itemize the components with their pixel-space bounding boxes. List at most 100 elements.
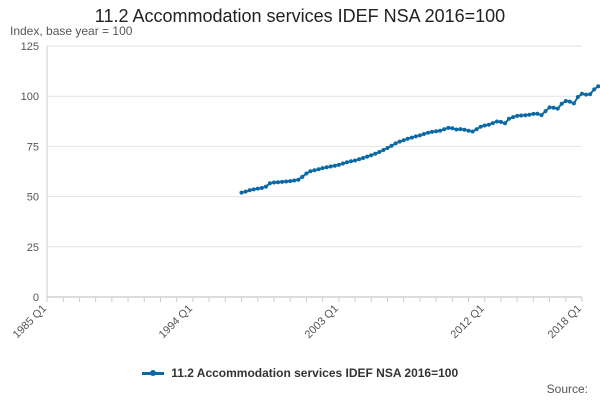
data-point [251, 187, 256, 192]
data-point [519, 113, 524, 118]
data-point [284, 179, 289, 184]
x-tick-label: 2018 Q1 [546, 303, 584, 341]
data-point [563, 99, 568, 103]
data-point [462, 127, 467, 132]
data-point [296, 177, 301, 182]
data-point [466, 128, 471, 133]
y-tick-label: 100 [21, 91, 39, 103]
data-point [515, 113, 520, 118]
data-point [300, 174, 305, 179]
data-point [511, 115, 516, 120]
x-tick-label: 1985 Q1 [11, 303, 49, 341]
data-point [507, 116, 511, 121]
data-point [324, 165, 329, 170]
data-point [543, 109, 548, 114]
data-point [494, 119, 499, 124]
data-point [442, 127, 447, 132]
data-point [397, 139, 402, 144]
y-tick-label: 25 [27, 242, 39, 254]
data-point [575, 95, 580, 99]
data-point [401, 138, 406, 143]
data-point [385, 146, 390, 150]
data-point [239, 190, 244, 195]
legend-series-marker [141, 370, 164, 377]
data-point [357, 157, 362, 162]
y-axis-label: Index, base year = 100 [10, 24, 133, 38]
source-label: Source: [546, 382, 588, 396]
data-point [555, 106, 560, 111]
x-tick-label: 2003 Q1 [303, 303, 341, 341]
data-point [571, 101, 576, 106]
data-point [409, 135, 414, 140]
data-point [426, 130, 430, 135]
data-point [344, 160, 349, 165]
data-point [458, 127, 463, 132]
data-point [588, 92, 593, 97]
data-point [369, 153, 374, 158]
data-point [247, 188, 252, 193]
data-point [381, 148, 386, 152]
data-point [259, 186, 264, 190]
data-point [312, 168, 317, 173]
data-point [405, 136, 410, 141]
data-point [328, 164, 333, 169]
data-point [336, 162, 341, 167]
data-point [288, 179, 293, 184]
data-point [340, 161, 345, 166]
legend[interactable]: 11.2 Accommodation services IDEF NSA 201… [0, 366, 600, 380]
data-point [417, 133, 422, 138]
data-point [559, 101, 564, 106]
data-point [454, 127, 459, 132]
data-point [292, 178, 297, 183]
data-point [450, 126, 455, 131]
data-point [551, 105, 556, 110]
x-tick-label: 1994 Q1 [157, 303, 195, 341]
data-point [349, 159, 353, 164]
data-point [438, 128, 443, 133]
data-point [580, 91, 584, 96]
data-point [272, 180, 276, 185]
chart-title: 11.2 Accommodation services IDEF NSA 201… [94, 6, 506, 26]
data-point [434, 129, 439, 134]
data-point [393, 141, 398, 146]
data-point [421, 132, 426, 136]
y-tick-label: 50 [27, 192, 39, 204]
data-point [430, 129, 434, 134]
x-tick-label: 2012 Q1 [449, 303, 487, 341]
data-point [377, 150, 382, 154]
data-point [482, 123, 487, 128]
data-point [389, 143, 394, 148]
series-line [241, 85, 600, 194]
y-tick-label: 75 [27, 141, 39, 153]
data-point [353, 158, 357, 163]
data-point [527, 112, 532, 117]
data-point [280, 179, 285, 184]
data-point [361, 156, 366, 160]
data-point [316, 167, 321, 172]
data-point [486, 122, 491, 127]
data-point [470, 129, 475, 134]
data-point [255, 186, 260, 191]
data-point [308, 169, 313, 174]
legend-series-label: 11.2 Accommodation services IDEF NSA 201… [171, 366, 459, 380]
data-point [474, 127, 479, 132]
data-point [243, 189, 248, 194]
data-point [365, 154, 370, 159]
data-point [320, 166, 325, 171]
data-point [267, 181, 272, 186]
data-point [498, 119, 503, 124]
data-point [276, 180, 280, 185]
data-point [596, 84, 600, 89]
data-point [523, 113, 528, 118]
data-point [446, 125, 451, 130]
data-point [592, 87, 597, 92]
data-point [490, 121, 495, 126]
data-point [304, 171, 309, 176]
y-tick-label: 125 [21, 41, 39, 53]
data-point [413, 134, 418, 139]
data-point [332, 163, 337, 168]
data-point [547, 105, 552, 110]
data-point [373, 151, 378, 156]
data-point [478, 124, 483, 129]
